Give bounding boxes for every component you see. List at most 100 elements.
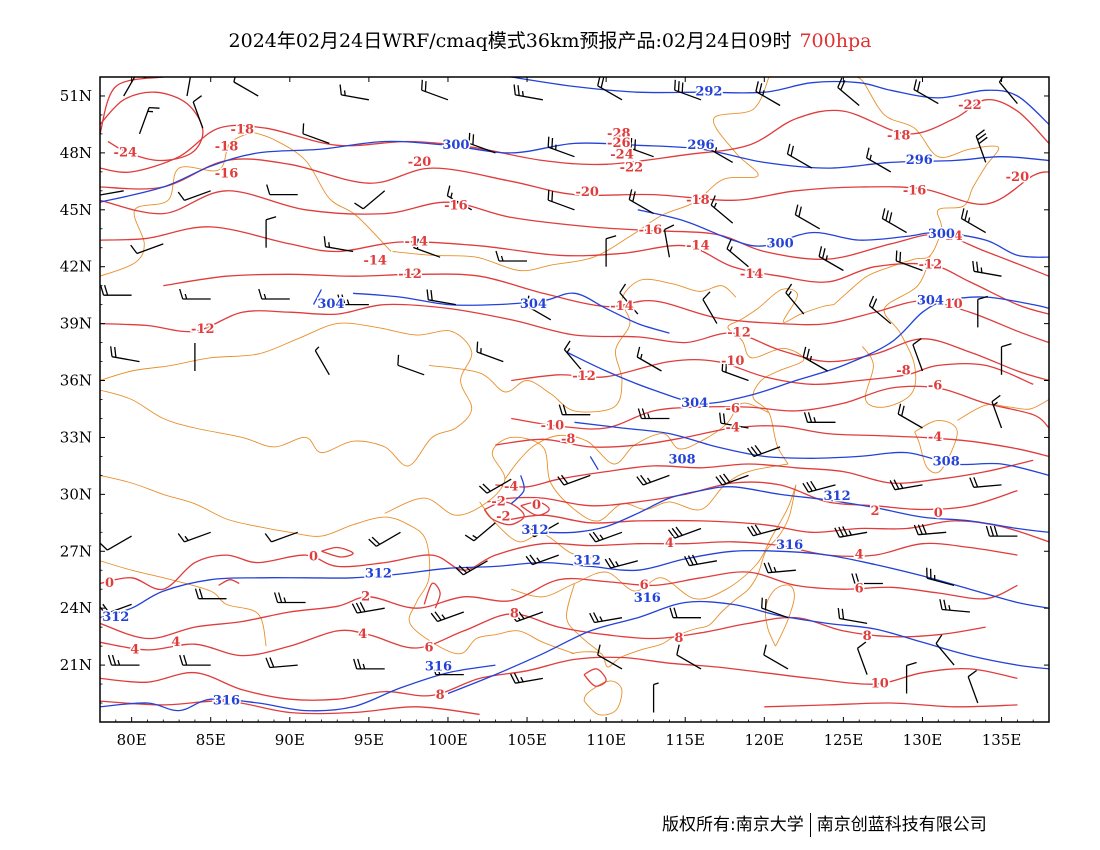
- wind-barb: [397, 354, 425, 376]
- wind-barb: [628, 189, 654, 215]
- height-label: 316: [776, 538, 803, 553]
- wind-barb-flag: [729, 246, 733, 252]
- wind-barb: [588, 531, 623, 543]
- wind-barb-flag: [536, 557, 541, 563]
- temperature-label: 6: [640, 578, 649, 593]
- wind-barb: [547, 189, 575, 211]
- wind-barb-staff: [341, 94, 370, 101]
- wind-barb-flag: [472, 534, 478, 539]
- temperature-label: -4: [504, 479, 518, 494]
- wind-barb-flag: [750, 446, 759, 456]
- wind-barb-flag: [935, 634, 943, 644]
- wind-barb-staff: [595, 531, 623, 543]
- wind-barb-flag: [355, 602, 362, 613]
- wind-barb: [747, 524, 781, 537]
- y-tick-label: 45N: [60, 201, 92, 219]
- wind-barb: [597, 77, 623, 101]
- temperature-contour: [520, 501, 550, 516]
- wind-barb: [889, 479, 923, 491]
- wind-barb-flag: [837, 77, 843, 88]
- temperature-contour: [100, 77, 164, 135]
- wind-barb-flag: [837, 608, 841, 619]
- wind-barb: [663, 224, 675, 258]
- wind-barb-flag: [630, 137, 633, 149]
- temperature-label: -20: [408, 155, 432, 170]
- wind-barb-flag: [821, 248, 826, 259]
- wind-barb-flag: [810, 480, 817, 491]
- wind-barb: [939, 599, 970, 613]
- wind-barb-flag: [675, 526, 683, 536]
- temperature-label: -18: [215, 140, 239, 155]
- wind-barb-flag: [787, 291, 792, 297]
- wind-barb-staff: [597, 654, 623, 670]
- wind-barb-flag: [592, 531, 600, 541]
- boundary-line: [583, 680, 623, 716]
- height-contour: [511, 77, 1049, 125]
- wind-barb-flag: [608, 557, 616, 568]
- temperature-label: -26: [607, 136, 631, 151]
- wind-barb-staff: [375, 531, 401, 547]
- wind-barb-staff: [991, 401, 1003, 429]
- boundary-line: [833, 77, 1000, 305]
- wind-barb-flag: [500, 255, 504, 262]
- wind-barb-staff: [468, 142, 496, 154]
- wind-barb-flag: [758, 83, 763, 94]
- wind-barb: [314, 346, 330, 376]
- boundary-line: [251, 131, 392, 252]
- wind-barb-staff: [941, 608, 970, 613]
- temperature-label: -14: [686, 238, 710, 253]
- wind-barb: [557, 474, 591, 486]
- wind-barb-flag: [337, 294, 342, 305]
- temperature-label: 6: [230, 694, 239, 709]
- wind-barb-flag: [977, 295, 988, 301]
- wind-barb: [302, 123, 330, 145]
- wind-barb: [881, 208, 907, 234]
- wind-barb-staff: [547, 199, 575, 211]
- wind-barb-flag: [351, 603, 358, 614]
- wind-barb: [510, 672, 544, 684]
- wind-barb-flag: [464, 534, 475, 542]
- wind-barb-flag: [517, 610, 525, 620]
- wind-barb-flag: [117, 659, 121, 666]
- wind-barb-staff: [785, 292, 805, 315]
- wind-barb-flag: [813, 417, 817, 423]
- wind-barb: [323, 236, 354, 253]
- wind-barb-flag: [100, 542, 108, 551]
- wind-barb: [676, 644, 702, 670]
- temperature-contour: [100, 91, 204, 162]
- wind-barb-flag: [184, 293, 188, 300]
- wind-barb: [674, 79, 702, 101]
- wind-barb: [851, 573, 883, 585]
- temperature-contour: [100, 613, 986, 657]
- wind-barb-flag: [975, 129, 985, 137]
- wind-barb-flag: [265, 216, 277, 221]
- wind-barb: [351, 602, 385, 614]
- wind-barb-flag: [266, 184, 271, 195]
- wind-barb-staff: [534, 522, 560, 538]
- wind-barb: [977, 295, 988, 328]
- wind-barb-flag: [889, 480, 896, 490]
- wind-barb-staff: [594, 617, 623, 624]
- wind-barb-flag: [722, 473, 731, 483]
- wind-barb-flag: [520, 676, 524, 683]
- wind-barb-flag: [841, 608, 845, 620]
- wind-barb-flag: [426, 289, 429, 300]
- wind-barb-flag: [702, 291, 711, 300]
- wind-barb-flag: [674, 79, 676, 91]
- wind-barb-staff: [628, 199, 654, 215]
- temperature-label: -14: [405, 235, 429, 250]
- wind-barb-staff: [967, 676, 979, 704]
- wind-barb-flag: [130, 244, 138, 254]
- wind-barb-flag: [323, 236, 327, 247]
- wind-barb-flag: [513, 672, 520, 683]
- wind-barb-flag: [563, 340, 571, 350]
- wind-barb: [468, 132, 496, 154]
- wind-barb-flag: [339, 84, 342, 95]
- temperature-contour: [218, 579, 240, 586]
- wind-barb-staff: [897, 413, 923, 429]
- wind-barb-flag: [806, 348, 810, 360]
- wind-barb-flag: [263, 293, 267, 300]
- wind-barb-flag: [628, 189, 633, 200]
- wind-barb-staff: [674, 89, 702, 101]
- wind-barb: [837, 77, 860, 106]
